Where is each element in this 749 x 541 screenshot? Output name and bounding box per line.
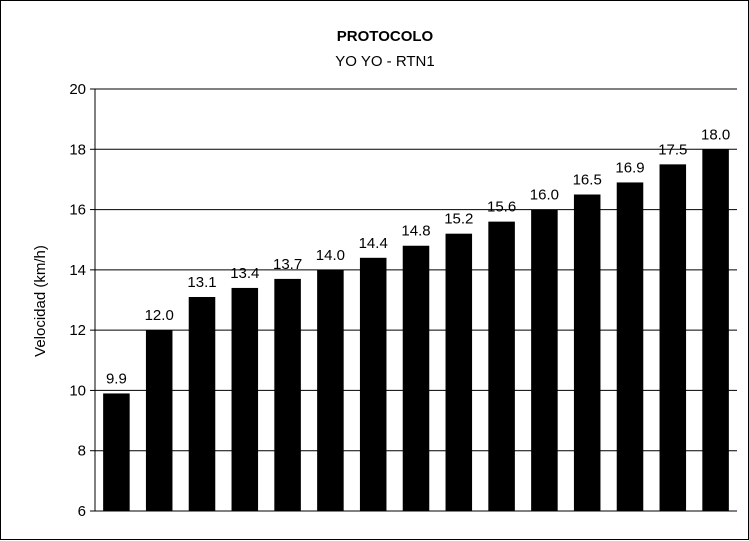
data-label: 13.7 <box>273 256 302 273</box>
data-label: 17.5 <box>658 141 687 158</box>
data-label: 15.2 <box>444 211 473 228</box>
data-label: 16.9 <box>615 159 644 176</box>
data-label: 13.4 <box>230 265 259 282</box>
bar <box>488 221 515 511</box>
y-tick-label: 6 <box>78 503 86 520</box>
bar <box>188 296 216 511</box>
y-tick-label: 8 <box>78 443 86 460</box>
data-label: 12.0 <box>145 307 174 324</box>
y-tick-label: 12 <box>69 322 86 339</box>
y-tick-label: 20 <box>69 81 86 98</box>
y-tick-label: 18 <box>69 141 86 158</box>
bar <box>359 257 387 511</box>
data-label: 15.6 <box>487 199 516 216</box>
data-label: 14.8 <box>401 223 430 240</box>
data-label: 16.5 <box>573 172 602 189</box>
data-label: 18.0 <box>701 126 730 143</box>
bar <box>274 278 301 511</box>
data-label: 16.0 <box>530 187 559 204</box>
bar <box>573 194 601 511</box>
bars <box>103 149 729 512</box>
bar <box>659 164 687 511</box>
data-label: 9.9 <box>106 370 127 387</box>
data-label: 14.0 <box>316 247 345 264</box>
bar <box>231 287 259 511</box>
bar <box>145 330 173 511</box>
y-tick-label: 14 <box>69 262 86 279</box>
bar <box>445 233 473 511</box>
y-tick-label: 10 <box>69 382 86 399</box>
data-label: 14.4 <box>359 235 388 252</box>
bar <box>531 209 558 512</box>
bar <box>317 269 344 511</box>
data-label: 13.1 <box>187 274 216 291</box>
bar <box>702 149 729 512</box>
bar <box>103 393 130 511</box>
axes: 6 8 10 12 14 16 18 20 <box>69 81 737 520</box>
bar <box>402 245 430 511</box>
y-tick-label: 16 <box>69 202 86 219</box>
y-axis-label: Velocidad (km/h) <box>32 245 49 357</box>
data-labels: 9.9 12.0 13.1 13.4 13.7 14.0 14.4 14.8 15.2 15.6 1… <box>106 126 730 387</box>
chart-title: PROTOCOLO <box>337 28 434 45</box>
chart-subtitle: YO YO - RTN1 <box>335 53 434 70</box>
bar <box>616 182 644 511</box>
